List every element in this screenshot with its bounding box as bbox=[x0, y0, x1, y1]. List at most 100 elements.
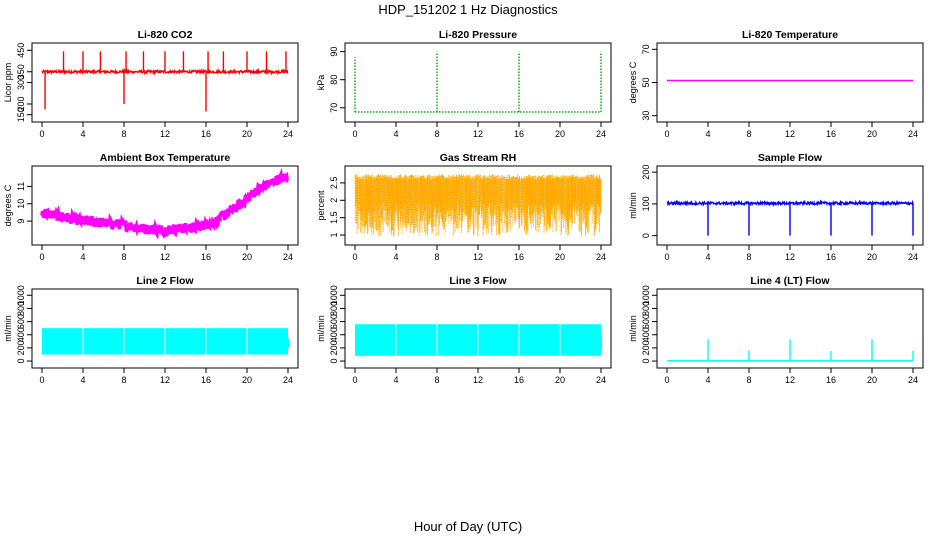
y-tick-label: 30 bbox=[641, 111, 651, 121]
y-tick-label: 200 bbox=[16, 340, 26, 355]
x-tick-label: 8 bbox=[746, 375, 751, 385]
x-tick-label: 8 bbox=[434, 129, 439, 139]
x-tick-label: 0 bbox=[352, 129, 357, 139]
x-tick-label: 16 bbox=[826, 375, 836, 385]
series-line-2 bbox=[42, 328, 289, 355]
x-tick-label: 8 bbox=[434, 375, 439, 385]
series-line bbox=[40, 167, 290, 240]
plot-frame bbox=[656, 42, 924, 123]
x-tick-label: 12 bbox=[160, 129, 170, 139]
panel-title: Ambient Box Temperature bbox=[100, 152, 231, 164]
x-tick-label: 4 bbox=[80, 129, 85, 139]
y-tick-label: 200 bbox=[329, 340, 339, 355]
panel-line-3-flow: Line 3 Flow ml/min 0 4 8 12 16 20 24 0 20040060080… bbox=[316, 275, 612, 385]
y-tick-label: 0 bbox=[641, 233, 651, 238]
x-tick-label: 12 bbox=[473, 375, 483, 385]
y-axis-label: ml/min bbox=[628, 192, 638, 219]
x-tick-label: 0 bbox=[352, 375, 357, 385]
x-tick-label: 16 bbox=[514, 129, 524, 139]
y-tick-label: 800 bbox=[329, 301, 339, 316]
y-axis-label: ml/min bbox=[3, 315, 13, 342]
y-tick-label: 10 bbox=[16, 199, 26, 209]
figure-xlabel: Hour of Day (UTC) bbox=[414, 519, 522, 534]
panel-title: Li-820 Pressure bbox=[439, 29, 517, 41]
x-tick-label: 12 bbox=[473, 129, 483, 139]
x-tick-label: 4 bbox=[393, 129, 398, 139]
x-tick-label: 16 bbox=[201, 375, 211, 385]
x-tick-label: 0 bbox=[39, 129, 44, 139]
series-co2 bbox=[41, 51, 289, 112]
series-line bbox=[354, 174, 602, 237]
series-line-3 bbox=[355, 324, 602, 356]
panel-line-4-lt-flow: Line 4 (LT) Flow ml/min 0 4 8 12 16 20 24 0 200400… bbox=[628, 275, 924, 385]
x-tick-label: 24 bbox=[908, 129, 918, 139]
y-tick-label: 1000 bbox=[329, 285, 339, 305]
series-line bbox=[666, 199, 914, 208]
y-tick-label: 600 bbox=[16, 314, 26, 329]
y-axis-label: degrees C bbox=[628, 61, 638, 103]
y-tick-label: 70 bbox=[329, 103, 339, 113]
panel-li-820-pressure: Li-820 Pressure kPa 0 4 8 12 16 20 24 70 80 90 bbox=[316, 29, 612, 139]
panel-title: Gas Stream RH bbox=[440, 152, 516, 164]
y-tick-label: 2 bbox=[329, 198, 339, 203]
x-tick-label: 20 bbox=[242, 375, 252, 385]
x-tick-label: 8 bbox=[121, 129, 126, 139]
x-tick-label: 0 bbox=[39, 375, 44, 385]
y-tick-label: 9 bbox=[16, 219, 26, 224]
x-tick-label: 4 bbox=[80, 252, 85, 262]
x-tick-label: 16 bbox=[826, 252, 836, 262]
x-tick-label: 8 bbox=[121, 252, 126, 262]
panel-line-2-flow: Line 2 Flow ml/min 0 4 8 12 16 20 24 0 20040060080… bbox=[3, 275, 299, 385]
y-tick-label: 600 bbox=[329, 314, 339, 329]
x-tick-label: 8 bbox=[746, 129, 751, 139]
x-tick-label: 12 bbox=[160, 375, 170, 385]
y-tick-label: 80 bbox=[329, 75, 339, 85]
y-tick-label: 450 bbox=[16, 43, 26, 58]
series-pressure bbox=[354, 51, 602, 113]
y-tick-label: 50 bbox=[641, 77, 651, 87]
x-tick-label: 4 bbox=[80, 375, 85, 385]
panel-title: Line 2 Flow bbox=[136, 275, 194, 287]
y-tick-label: 200 bbox=[641, 165, 651, 180]
y-tick-label: 0 bbox=[329, 359, 339, 364]
x-tick-label: 4 bbox=[705, 375, 710, 385]
y-tick-label: 300 bbox=[16, 75, 26, 90]
figure-title: HDP_151202 1 Hz Diagnostics bbox=[378, 2, 558, 17]
y-tick-label: 90 bbox=[329, 47, 339, 57]
x-tick-label: 24 bbox=[283, 252, 293, 262]
x-tick-label: 4 bbox=[393, 252, 398, 262]
x-tick-label: 0 bbox=[352, 252, 357, 262]
y-tick-label: 200 bbox=[16, 96, 26, 111]
x-tick-label: 0 bbox=[664, 375, 669, 385]
series-rh bbox=[354, 174, 602, 237]
series-line-4 bbox=[667, 339, 914, 362]
x-tick-label: 20 bbox=[867, 129, 877, 139]
y-tick-label: 1.5 bbox=[329, 211, 339, 224]
x-tick-label: 4 bbox=[705, 252, 710, 262]
panel-title: Line 3 Flow bbox=[449, 275, 507, 287]
y-tick-label: 1000 bbox=[16, 285, 26, 305]
x-tick-label: 24 bbox=[908, 252, 918, 262]
x-tick-label: 0 bbox=[39, 252, 44, 262]
y-tick-label: 800 bbox=[16, 301, 26, 316]
panel-title: Li-820 CO2 bbox=[138, 29, 193, 41]
x-tick-label: 12 bbox=[160, 252, 170, 262]
x-tick-label: 24 bbox=[908, 375, 918, 385]
y-tick-label: 150 bbox=[16, 107, 26, 122]
x-tick-label: 20 bbox=[555, 375, 565, 385]
x-tick-label: 20 bbox=[555, 252, 565, 262]
y-axis-label: percent bbox=[316, 190, 326, 221]
y-tick-label: 200 bbox=[641, 340, 651, 355]
panel-li-820-temperature: Li-820 Temperature degrees C 0 4 8 12 16 20 24 30… bbox=[628, 29, 924, 139]
panel-gas-stream-rh: Gas Stream RH percent 0 4 8 12 16 20 24 1 1.5 2 2.5 bbox=[316, 152, 612, 262]
x-tick-label: 8 bbox=[434, 252, 439, 262]
y-tick-label: 0 bbox=[16, 359, 26, 364]
x-tick-label: 24 bbox=[283, 375, 293, 385]
x-tick-label: 0 bbox=[664, 252, 669, 262]
y-tick-label: 800 bbox=[641, 301, 651, 316]
y-axis-label: kPa bbox=[316, 75, 326, 91]
x-tick-label: 4 bbox=[705, 129, 710, 139]
x-tick-label: 16 bbox=[826, 129, 836, 139]
